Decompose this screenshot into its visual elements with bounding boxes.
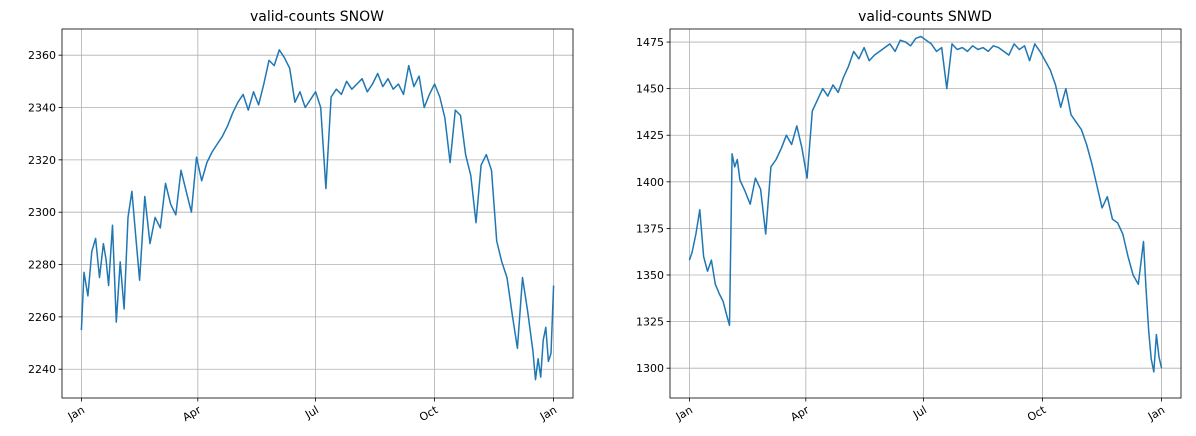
y-tick-label-snwd: 1475 xyxy=(636,36,664,49)
y-tick-label-snow: 2300 xyxy=(28,206,56,219)
y-tick-label-snow: 2320 xyxy=(28,154,56,167)
x-tick-label-snwd: Jan xyxy=(1145,403,1167,423)
x-tick-label-snow: Jul xyxy=(302,403,321,421)
y-tick-label-snwd: 1325 xyxy=(636,316,664,329)
y-tick-label-snow: 2360 xyxy=(28,49,56,62)
y-tick-label-snwd: 1450 xyxy=(636,83,664,96)
x-tick-label-snow: Apr xyxy=(180,403,203,424)
y-tick-label-snwd: 1400 xyxy=(636,176,664,189)
y-tick-label-snow: 2260 xyxy=(28,311,56,324)
y-tick-label-snwd: 1425 xyxy=(636,129,664,142)
x-tick-label-snow: Oct xyxy=(417,403,441,424)
x-tick-label-snwd: Jul xyxy=(910,403,929,421)
y-tick-label-snow: 2240 xyxy=(28,363,56,376)
plot-title-snwd: valid-counts SNWD xyxy=(858,9,992,25)
x-tick-label-snwd: Jan xyxy=(673,403,695,423)
axes-frame-snwd xyxy=(669,28,1182,399)
plot-snow: valid-counts SNOW 2240 2260 2280 2300 2320 23… xyxy=(28,9,574,424)
y-tick-label-snwd: 1350 xyxy=(636,269,664,282)
series-line-snwd xyxy=(688,35,1163,373)
y-tick-label-snwd: 1375 xyxy=(636,222,664,235)
y-tick-label-snwd: 1300 xyxy=(636,362,664,375)
x-tick-label-snow: Jan xyxy=(537,403,559,423)
y-tick-label-snow: 2280 xyxy=(28,259,56,272)
y-tick-label-snow: 2340 xyxy=(28,102,56,115)
axes-frame-snow xyxy=(61,28,574,399)
plot-snwd: valid-counts SNWD 1300 1325 1350 1375 1400 14… xyxy=(636,9,1182,424)
x-tick-label-snow: Jan xyxy=(65,403,87,423)
series-line-snow xyxy=(80,49,555,381)
x-tick-label-snwd: Apr xyxy=(788,403,811,424)
plot-title-snow: valid-counts SNOW xyxy=(250,9,384,25)
x-tick-label-snwd: Oct xyxy=(1025,403,1049,424)
